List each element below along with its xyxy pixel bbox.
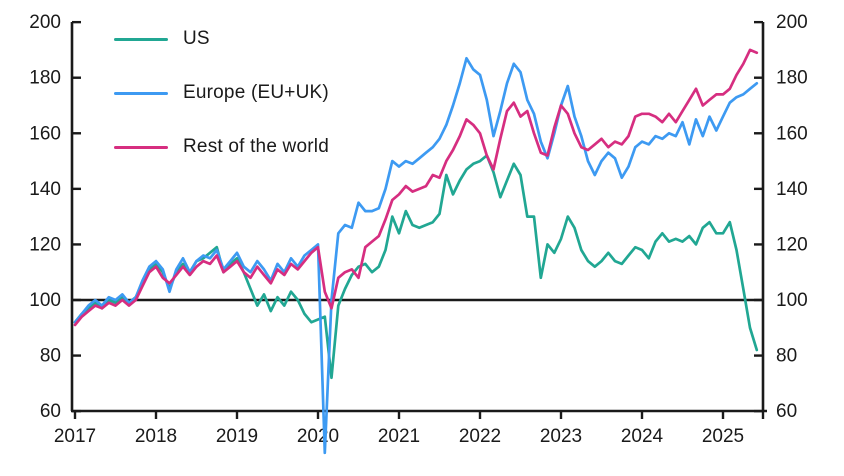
series-line-rest-of-the-world [73, 48, 759, 327]
y-axis-tick-label: 200 [776, 12, 808, 33]
y-axis-tick-label: 80 [776, 346, 797, 367]
y-axis-tick-label: 80 [40, 346, 61, 367]
legend-item-rest-of-world: Rest of the world [114, 120, 329, 174]
y-axis-tick-label: 200 [29, 12, 61, 33]
y-axis-tick-label: 160 [29, 123, 61, 144]
x-axis-tick-label: 2021 [378, 426, 420, 447]
rest-of-world-line-swatch-icon [114, 145, 168, 149]
legend-item-europe: Europe (EU+UK) [114, 66, 329, 120]
x-axis-tick-label: 2019 [216, 426, 258, 447]
y-axis-tick-label: 60 [776, 401, 797, 422]
series-line-europe-eu-uk [73, 56, 759, 455]
y-axis-tick-label: 120 [29, 234, 61, 255]
x-axis-tick-label: 2020 [297, 426, 339, 447]
legend-label-europe: Europe (EU+UK) [183, 82, 329, 103]
us-line-swatch-icon [114, 37, 168, 41]
legend-item-us: US [114, 12, 329, 66]
x-axis-tick-label: 2018 [135, 426, 177, 447]
y-axis-tick-label: 160 [776, 123, 808, 144]
y-axis-tick-label: 140 [776, 179, 808, 200]
x-axis-tick-label: 2025 [702, 426, 744, 447]
y-axis-tick-label: 180 [29, 68, 61, 89]
europe-line-swatch-icon [114, 91, 168, 95]
x-axis-tick-label: 2024 [621, 426, 664, 447]
y-axis-tick-label: 60 [40, 401, 61, 422]
x-axis-tick-label: 2022 [459, 426, 501, 447]
y-axis-tick-label: 100 [776, 290, 808, 311]
legend-label-rest-of-world: Rest of the world [183, 136, 329, 157]
y-axis-tick-label: 100 [29, 290, 61, 311]
x-axis-tick-label: 2017 [54, 426, 96, 447]
legend-label-us: US [183, 28, 210, 49]
x-axis-tick-label: 2023 [540, 426, 582, 447]
legend: US Europe (EU+UK) Rest of the world [114, 12, 329, 174]
y-axis-tick-label: 140 [29, 179, 61, 200]
y-axis-tick-label: 180 [776, 68, 808, 89]
y-axis-tick-label: 120 [776, 234, 808, 255]
